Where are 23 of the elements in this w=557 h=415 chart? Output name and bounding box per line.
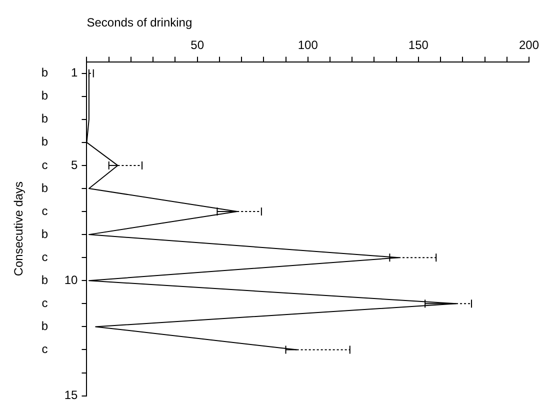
y-tick-label: 15 xyxy=(64,388,78,402)
text: b xyxy=(41,134,48,149)
text: b xyxy=(41,226,48,241)
x-tick-label: 200 xyxy=(518,38,540,52)
y-tick-label: 10 xyxy=(64,272,78,287)
text: c xyxy=(42,296,48,310)
text: b xyxy=(41,88,48,103)
text: c xyxy=(42,342,48,356)
text: b xyxy=(41,66,48,80)
text: c xyxy=(42,250,48,264)
text: c xyxy=(42,158,48,172)
x-axis-title: Seconds of drinking xyxy=(86,16,192,30)
text: b xyxy=(41,319,48,334)
text: b xyxy=(41,272,48,287)
text: b xyxy=(41,112,48,126)
y-axis-title: Consecutive days xyxy=(12,181,26,276)
x-tick-label: 100 xyxy=(298,38,318,52)
text: c xyxy=(42,204,48,218)
x-tick-label: 50 xyxy=(190,38,204,52)
x-tick-label: 150 xyxy=(408,38,429,52)
text: b xyxy=(41,180,48,195)
y-tick-label: 5 xyxy=(71,158,78,172)
y-tick-label: 1 xyxy=(71,66,78,80)
